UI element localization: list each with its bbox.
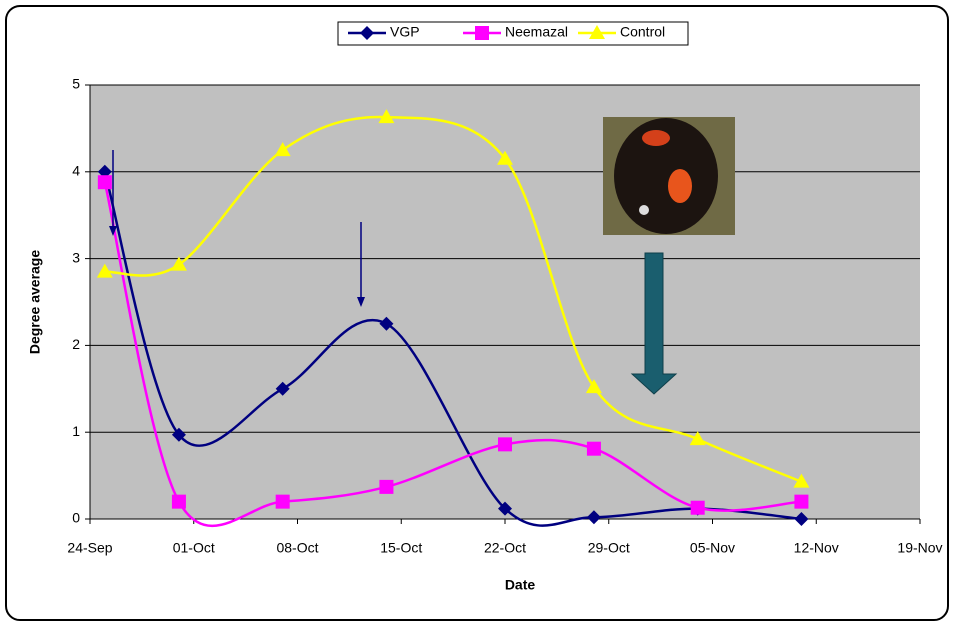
y-tick-label: 4	[72, 163, 80, 179]
y-tick-label: 3	[72, 249, 80, 265]
x-tick-label: 12-Nov	[794, 540, 839, 556]
marker	[498, 437, 512, 451]
x-tick-label: 01-Oct	[173, 540, 215, 556]
x-tick-label: 08-Oct	[276, 540, 318, 556]
marker	[587, 442, 601, 456]
y-tick-label: 1	[72, 423, 80, 439]
x-tick-label: 24-Sep	[67, 540, 112, 556]
y-tick-label: 2	[72, 336, 80, 352]
legend-label: Neemazal	[505, 24, 568, 40]
x-tick-label: 29-Oct	[588, 540, 630, 556]
marker	[172, 495, 186, 509]
chart: Date Degree average 0 1 2 3 4 5 24-Sep 01-Oct 08…	[0, 0, 955, 627]
y-tick-label: 0	[72, 510, 80, 526]
marker	[691, 501, 705, 515]
marker	[98, 175, 112, 189]
x-axis-label: Date	[505, 577, 536, 593]
photo	[603, 117, 735, 235]
marker	[794, 495, 808, 509]
x-tick-label: 22-Oct	[484, 540, 526, 556]
x-tick-label: 15-Oct	[380, 540, 422, 556]
plot-area	[90, 85, 920, 519]
legend-label: Control	[620, 24, 665, 40]
x-tick-label: 05-Nov	[690, 540, 735, 556]
x-tick-label: 19-Nov	[897, 540, 942, 556]
marker	[379, 480, 393, 494]
y-tick-label: 5	[72, 76, 80, 92]
y-axis-label: Degree average	[27, 250, 43, 355]
marker	[475, 26, 489, 40]
marker	[276, 495, 290, 509]
legend-label: VGP	[390, 24, 420, 40]
